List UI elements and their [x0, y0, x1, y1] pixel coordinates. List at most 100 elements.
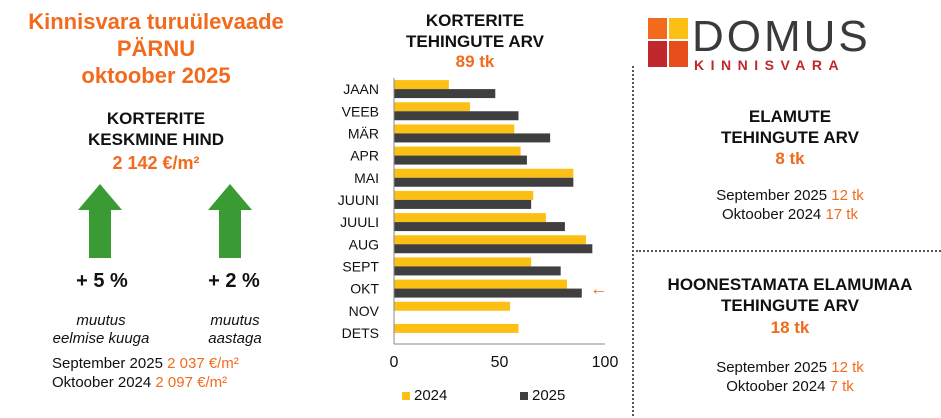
compare-label: September 2025: [716, 359, 828, 376]
category-label: AUG: [349, 236, 379, 252]
x-tick-label: 0: [390, 354, 399, 371]
houses-compare: September 2025 12 tk Oktoober 2024 17 tk: [640, 186, 940, 224]
compare-value: 2 037 €/m²: [167, 355, 239, 372]
land-value: 18 tk: [770, 318, 810, 337]
yearly-change-label-line2: aastaga: [208, 330, 262, 347]
legend-label: 2024: [414, 387, 447, 404]
arrow-up-icon: [208, 184, 252, 258]
bar-2024-veeb: [394, 102, 470, 112]
bar-2025-okt: [394, 288, 582, 298]
vertical-divider: [632, 66, 634, 416]
compare-label: September 2025: [52, 355, 163, 372]
report-title-city: PÄRNU: [116, 36, 196, 61]
avg-price-label-line1: KORTERITE: [106, 109, 206, 128]
category-label: MAI: [354, 170, 379, 186]
report-title: Kinnisvara turuülevaade PÄRNU oktoober 2…: [0, 8, 312, 89]
category-label: JUULI: [340, 214, 379, 230]
logo-wordmark: DOMUS: [692, 12, 871, 61]
bar-2025-veeb: [394, 111, 519, 121]
compare-value: 7 tk: [829, 378, 854, 395]
category-label: NOV: [349, 303, 380, 319]
logo-subtitle: KINNISVARA: [694, 57, 846, 73]
x-tick-label: 100: [592, 354, 619, 371]
bar-2024-mai: [394, 168, 574, 178]
category-label: JAAN: [343, 81, 379, 97]
land-compare-row: Oktoober 2024 7 tk: [640, 377, 940, 396]
land-section: HOONESTAMATA ELAMUMAA TEHINGUTE ARV 18 t…: [640, 274, 940, 340]
yearly-change-value: + 2 %: [208, 270, 260, 292]
logo-square-icon: [648, 41, 667, 67]
yearly-change-label-line1: muutus: [210, 312, 260, 329]
bar-2024-dets: [394, 323, 519, 333]
bar-2024-okt: [394, 279, 568, 289]
houses-compare-row: September 2025 12 tk: [640, 186, 940, 205]
apartment-deals-value: 89 tk: [455, 52, 495, 71]
legend-swatch: [520, 392, 528, 400]
avg-price-compare-row: Oktoober 2024 2 097 €/m²: [52, 373, 239, 392]
yearly-change-label: muutus aastaga: [170, 312, 300, 348]
apartment-deals-label-line1: KORTERITE: [425, 11, 525, 30]
bar-2025-mär: [394, 133, 551, 143]
avg-price-label-line2: KESKMINE HIND: [87, 130, 224, 149]
logo-square-icon: [669, 41, 688, 67]
category-label: DETS: [342, 325, 379, 341]
category-label: VEEB: [342, 103, 379, 119]
compare-label: Oktoober 2024: [722, 206, 822, 223]
bar-2025-aug: [394, 244, 593, 254]
bar-2024-juuni: [394, 190, 534, 200]
category-label: APR: [350, 148, 379, 164]
compare-value: 17 tk: [825, 206, 858, 223]
legend-swatch: [402, 392, 410, 400]
category-label: OKT: [350, 281, 379, 297]
category-label: JUUNI: [338, 192, 379, 208]
avg-price-compare: September 2025 2 037 €/m² Oktoober 2024 …: [52, 354, 239, 392]
land-label-line2: TEHINGUTE ARV: [721, 296, 859, 315]
houses-compare-row: Oktoober 2024 17 tk: [640, 205, 940, 224]
monthly-change-label: muutus eelmise kuuga: [36, 312, 166, 348]
bar-2024-nov: [394, 301, 511, 311]
bar-2024-aug: [394, 235, 587, 245]
monthly-change-label-line1: muutus: [76, 312, 126, 329]
bar-2025-apr: [394, 155, 527, 165]
report-title-period: oktoober 2025: [81, 63, 231, 88]
logo-square-icon: [648, 18, 667, 39]
avg-price-compare-row: September 2025 2 037 €/m²: [52, 354, 239, 373]
bar-2024-mär: [394, 124, 515, 134]
monthly-change-label-line2: eelmise kuuga: [52, 330, 150, 347]
domus-logo: [648, 18, 688, 67]
houses-label-line1: ELAMUTE: [748, 107, 832, 126]
logo-square-icon: [669, 18, 688, 39]
arrow-up-icon: [78, 184, 122, 258]
x-tick-label: 50: [491, 354, 509, 371]
compare-value: 2 097 €/m²: [155, 374, 228, 391]
houses-value: 8 tk: [775, 149, 805, 168]
houses-section: ELAMUTE TEHINGUTE ARV 8 tk: [640, 106, 940, 170]
apartment-deals-chart: JAAN VEEB MÄR APR MAI JUUNI JUULI AUG SEPT OKT NOV…: [338, 78, 619, 404]
category-label: MÄR: [348, 125, 379, 141]
avg-price-value: 2 142 €/m²: [112, 153, 200, 173]
bar-2025-juuli: [394, 222, 565, 232]
compare-label: Oktoober 2024: [726, 378, 826, 395]
bar-2024-apr: [394, 146, 521, 156]
report-title-line1: Kinnisvara turuülevaade: [28, 9, 284, 34]
apartment-deals-label-line2: TEHINGUTE ARV: [406, 32, 544, 51]
bar-2024-jaan: [394, 80, 449, 90]
compare-value: 12 tk: [831, 359, 864, 376]
category-label: SEPT: [342, 258, 379, 274]
horizontal-divider: [636, 250, 941, 252]
bar-2024-sept: [394, 257, 532, 267]
bar-2025-mai: [394, 177, 574, 187]
monthly-change-value: + 5 %: [76, 270, 128, 292]
bar-2025-jaan: [394, 89, 496, 99]
bar-2025-sept: [394, 266, 561, 276]
bar-2024-juuli: [394, 213, 546, 223]
apartment-deals-header: KORTERITE TEHINGUTE ARV 89 tk: [380, 10, 570, 72]
houses-label-line2: TEHINGUTE ARV: [721, 128, 859, 147]
avg-price-section: KORTERITE KESKMINE HIND 2 142 €/m²: [0, 108, 312, 176]
compare-label: Oktoober 2024: [52, 374, 152, 391]
legend-label: 2025: [532, 387, 565, 404]
compare-value: 12 tk: [831, 187, 864, 204]
land-compare-row: September 2025 12 tk: [640, 358, 940, 377]
land-compare: September 2025 12 tk Oktoober 2024 7 tk: [640, 358, 940, 396]
current-month-arrow-icon: ←: [590, 279, 608, 299]
